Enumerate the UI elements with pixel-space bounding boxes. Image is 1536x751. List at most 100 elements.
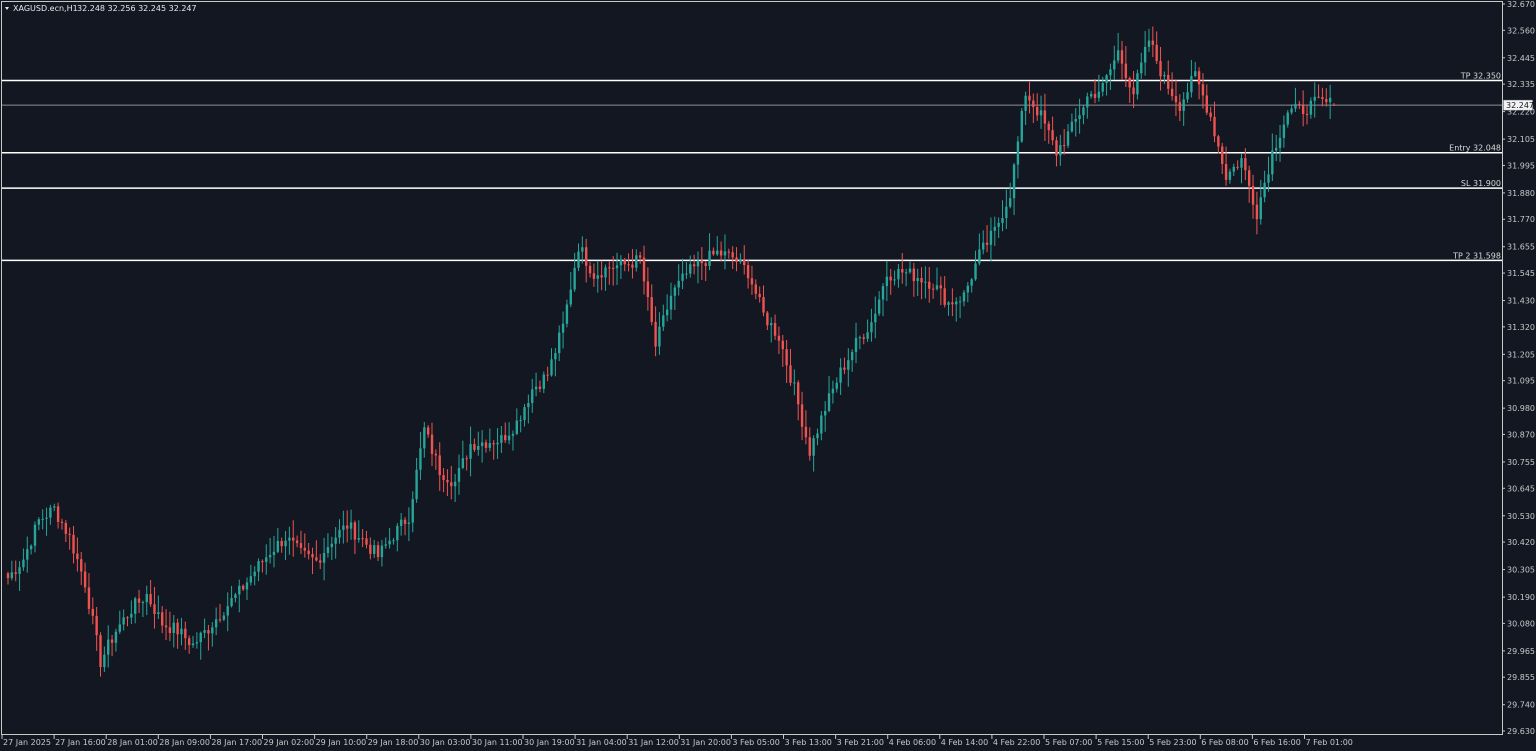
time-tick-label: 27 Jan 16:00: [55, 738, 106, 747]
candle-body: [442, 475, 445, 480]
candle-body: [527, 403, 530, 408]
candle-body: [369, 544, 372, 554]
level-label: SL 31.900: [1461, 179, 1501, 188]
candle: [388, 528, 391, 549]
candle: [966, 281, 970, 303]
candle-body: [1124, 63, 1128, 79]
candle-body: [380, 545, 384, 558]
candle: [284, 530, 287, 561]
candle: [800, 391, 804, 441]
candle-body: [974, 263, 977, 280]
candle: [434, 449, 438, 470]
candle: [604, 264, 607, 291]
candle-body: [924, 281, 927, 283]
time-tick-label: 6 Feb 08:00: [1201, 738, 1248, 747]
candle: [1290, 104, 1293, 115]
price-tick-label: 30.420: [1507, 538, 1535, 547]
candle: [357, 520, 360, 543]
candle: [110, 634, 114, 657]
price-tick-label: 29.855: [1507, 673, 1535, 682]
candle: [315, 540, 318, 562]
candle-body: [118, 624, 121, 632]
candle: [1321, 87, 1324, 107]
candle-body: [249, 576, 253, 583]
candle: [149, 579, 152, 607]
candle: [245, 577, 249, 601]
candle-body: [299, 543, 303, 548]
candle-body: [292, 537, 295, 541]
candle-body: [1174, 96, 1178, 103]
candle-body: [319, 560, 322, 563]
candle: [372, 539, 376, 558]
candle: [22, 548, 25, 571]
candle: [773, 314, 777, 340]
candle: [426, 425, 430, 438]
candle: [881, 283, 885, 317]
candle: [504, 422, 507, 444]
candle: [596, 260, 599, 293]
candle: [885, 260, 889, 302]
candle: [758, 286, 761, 303]
candle: [299, 530, 303, 555]
candle: [64, 520, 68, 543]
price-tick-label: 32.560: [1507, 26, 1535, 35]
candle: [496, 428, 499, 459]
candle-body: [1035, 107, 1039, 116]
candle-body: [515, 420, 519, 434]
candle: [600, 260, 603, 291]
candle: [446, 469, 449, 497]
candle-body: [488, 443, 492, 448]
candle: [931, 283, 935, 299]
candle: [1205, 84, 1208, 115]
candle: [226, 592, 229, 632]
candle: [862, 333, 865, 345]
candle: [450, 465, 453, 500]
candle-body: [1009, 198, 1012, 207]
candle: [114, 628, 118, 652]
candle-body: [623, 259, 626, 265]
candle-body: [743, 259, 746, 266]
candle-body: [823, 410, 827, 416]
candle: [951, 288, 954, 317]
candle: [812, 435, 815, 472]
time-tick-label: 7 Feb 01:00: [1306, 738, 1353, 747]
candle: [712, 247, 715, 256]
candle: [750, 265, 754, 295]
candle-body: [585, 247, 588, 266]
candle: [153, 586, 156, 629]
candle-body: [22, 559, 25, 568]
candle-body: [897, 268, 900, 280]
candle-body: [1321, 97, 1324, 100]
candle: [10, 560, 14, 581]
candle-body: [157, 612, 160, 615]
candle-body: [14, 572, 17, 574]
time-tick-label: 31 Jan 12:00: [628, 738, 679, 747]
candle: [1051, 116, 1054, 146]
dropdown-triangle-icon[interactable]: [5, 7, 9, 10]
candle: [1089, 90, 1093, 99]
candle: [615, 252, 619, 285]
candle: [403, 517, 407, 536]
candle-body: [750, 278, 754, 285]
candle-body: [392, 540, 395, 542]
candle-body: [1159, 61, 1162, 77]
candle-body: [600, 275, 603, 278]
candle-body: [338, 529, 341, 538]
candle: [943, 276, 946, 308]
candle-body: [685, 273, 688, 275]
candle: [311, 547, 314, 575]
candle: [1086, 92, 1089, 119]
candle: [978, 233, 981, 266]
candle: [280, 537, 283, 553]
candle: [53, 503, 56, 512]
candle: [793, 369, 796, 396]
candle-body: [696, 260, 700, 267]
time-tick-label: 29 Jan 02:00: [264, 738, 315, 747]
candle-body: [877, 299, 881, 314]
candle-body: [1113, 60, 1116, 70]
candle: [527, 394, 530, 424]
candle: [234, 592, 237, 603]
candle: [515, 408, 519, 436]
candle: [361, 529, 364, 548]
